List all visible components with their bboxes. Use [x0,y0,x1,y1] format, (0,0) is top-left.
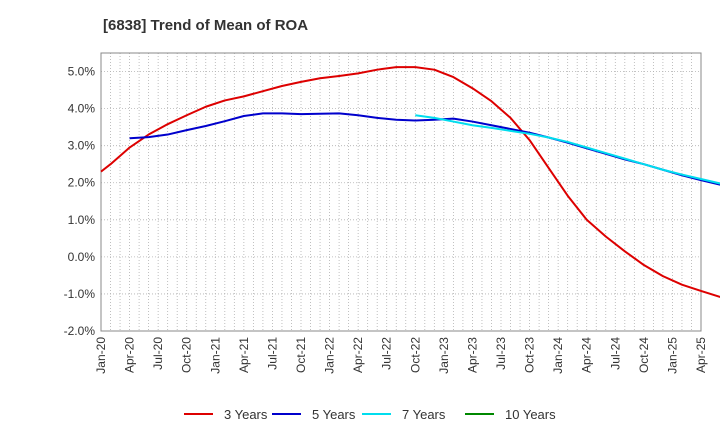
y-axis-ticks: 5.0% 4.0% 3.0% 2.0% 1.0% 0.0% -1.0% -2.0% [64,65,96,338]
x-tick-label: Jan-24 [551,337,565,374]
legend-label: 10 Years [505,407,556,422]
chart-title: [6838] Trend of Mean of ROA [103,17,308,34]
x-tick-label: Apr-22 [351,337,365,373]
x-tick-label: Oct-23 [523,337,537,373]
x-tick-label: Jul-23 [494,337,508,370]
series-line-5-years [129,112,720,186]
series-line-7-years [415,114,720,185]
x-tick-label: Apr-24 [580,337,594,373]
series-lines [100,66,720,298]
x-tick-label: Jul-22 [380,337,394,370]
y-tick-label: 3.0% [68,139,96,153]
x-axis-ticks: Jan-20 Apr-20 Jul-20 Oct-20 Jan-21 Apr-21 Jul-… [94,337,708,374]
x-tick-label: Jan-20 [94,337,108,374]
x-tick-label: Apr-20 [123,337,137,373]
plot-frame [100,52,702,332]
y-tick-label: 2.0% [68,176,96,190]
y-tick-label: 4.0% [68,102,96,116]
y-tick-label: 5.0% [68,65,96,79]
gridlines [101,53,701,332]
x-tick-label: Oct-20 [180,337,194,373]
x-tick-label: Oct-21 [294,337,308,373]
x-tick-label: Jan-21 [208,337,222,374]
x-tick-label: Jan-23 [437,337,451,374]
x-tick-label: Apr-23 [465,337,479,373]
x-tick-label: Jul-20 [151,337,165,370]
x-tick-label: Jan-22 [323,337,337,374]
legend-label: 3 Years [224,407,268,422]
y-tick-label: -1.0% [64,287,96,301]
x-tick-label: Oct-24 [637,337,651,373]
x-tick-label: Oct-22 [408,337,422,373]
x-tick-label: Apr-25 [694,337,708,373]
x-tick-label: Jul-21 [265,337,279,370]
x-tick-label: Apr-21 [237,337,251,373]
x-tick-label: Jan-25 [665,337,679,374]
series-line-3-years [100,66,720,298]
legend: 3 Years 5 Years 7 Years 10 Years [184,407,556,422]
legend-label: 7 Years [402,407,446,422]
y-tick-label: 0.0% [68,250,96,264]
y-tick-label: -2.0% [64,324,96,338]
legend-label: 5 Years [312,407,356,422]
x-tick-label: Jul-24 [608,337,622,370]
y-tick-label: 1.0% [68,213,96,227]
